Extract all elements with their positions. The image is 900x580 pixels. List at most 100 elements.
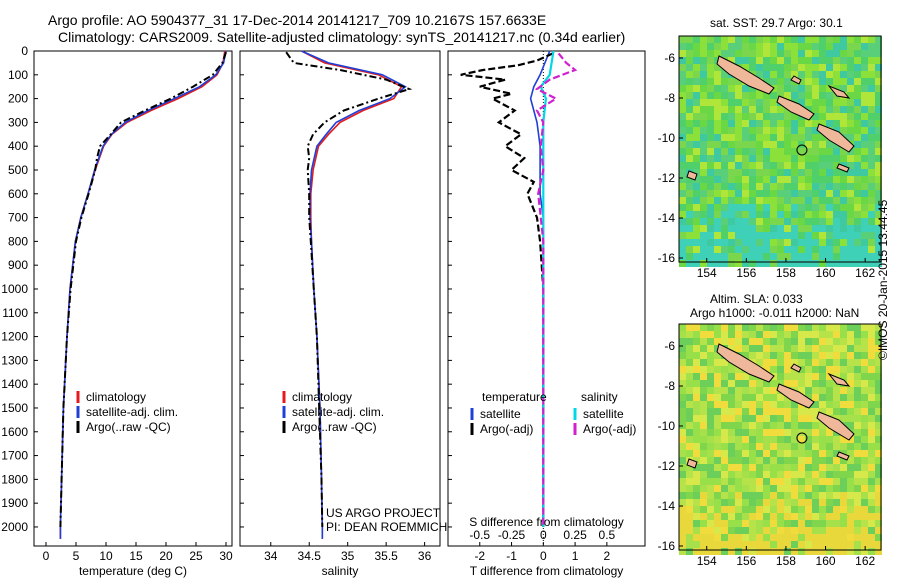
map-cell <box>756 394 763 401</box>
map-cell <box>784 155 791 162</box>
map-cell <box>735 85 742 92</box>
map-cell <box>812 450 819 457</box>
map-cell <box>840 520 847 527</box>
map-cell <box>763 204 770 211</box>
map-cell <box>756 204 763 211</box>
map-cell <box>686 148 693 155</box>
map-cell <box>721 422 728 429</box>
map-cell <box>756 422 763 429</box>
map-cell <box>735 92 742 99</box>
map-cell <box>791 499 798 506</box>
map-cell <box>707 338 714 345</box>
map-cell <box>833 485 840 492</box>
map-cell <box>819 513 826 520</box>
map-cell <box>763 134 770 141</box>
map-cell <box>819 380 826 387</box>
map-cell <box>749 471 756 478</box>
y-tick-label: 100 <box>8 68 28 82</box>
map-cell <box>714 534 721 541</box>
map-cell <box>686 506 693 513</box>
map-cell <box>791 134 798 141</box>
map-cell <box>679 36 686 43</box>
map-cell <box>847 373 854 380</box>
map-cell <box>826 92 833 99</box>
map-cell <box>700 464 707 471</box>
map-cell <box>826 457 833 464</box>
map-cell <box>700 197 707 204</box>
map-cell <box>707 387 714 394</box>
map-cell <box>700 162 707 169</box>
map-cell <box>749 50 756 57</box>
legend-label: climatology <box>86 390 146 404</box>
map-cell <box>728 366 735 373</box>
map-cell <box>847 134 854 141</box>
map-cell <box>847 464 854 471</box>
map-cell <box>714 134 721 141</box>
map-cell <box>763 141 770 148</box>
map-cell <box>861 120 868 127</box>
map-cell <box>868 50 875 57</box>
map-cell <box>847 204 854 211</box>
map-cell <box>861 506 868 513</box>
map-cell <box>861 387 868 394</box>
map-cell <box>742 225 749 232</box>
map-cell <box>868 408 875 415</box>
map-cell <box>728 99 735 106</box>
map-cell <box>861 43 868 50</box>
map-cell <box>770 429 777 436</box>
map-cell <box>819 183 826 190</box>
map-cell <box>735 331 742 338</box>
map-cell <box>784 548 791 555</box>
map-cell <box>854 534 861 541</box>
map-cell <box>777 457 784 464</box>
map-cell <box>840 394 847 401</box>
map-cell <box>805 408 812 415</box>
map-cell <box>798 415 805 422</box>
map-cell <box>798 127 805 134</box>
map-cell <box>833 169 840 176</box>
map-cell <box>707 541 714 548</box>
map-cell <box>686 408 693 415</box>
map-cell <box>805 225 812 232</box>
map-cell <box>784 169 791 176</box>
map-cell <box>784 85 791 92</box>
map-cell <box>833 253 840 260</box>
map-cell <box>791 485 798 492</box>
map-cell <box>826 408 833 415</box>
map-sla: 154 156 158 160 162-6-8-10-12-14-16 <box>658 323 882 568</box>
map-cell <box>854 450 861 457</box>
map-cell <box>721 506 728 513</box>
island-3 <box>827 84 851 99</box>
map-cell <box>714 338 721 345</box>
map-cell <box>770 436 777 443</box>
map-cell <box>861 401 868 408</box>
map-cell <box>812 232 819 239</box>
map-cell <box>770 260 777 267</box>
map-cell <box>756 176 763 183</box>
map-cell <box>826 148 833 155</box>
map-cell <box>784 113 791 120</box>
map-cell <box>875 366 882 373</box>
map-cell <box>728 499 735 506</box>
map-cell <box>679 394 686 401</box>
map-cell <box>854 436 861 443</box>
map-cell <box>826 492 833 499</box>
map-cell <box>693 71 700 78</box>
map-cell <box>840 443 847 450</box>
map-cell <box>875 464 882 471</box>
map-cell <box>805 436 812 443</box>
map-cell <box>805 345 812 352</box>
map-cell <box>777 141 784 148</box>
map-cell <box>861 71 868 78</box>
map-cell <box>875 57 882 64</box>
map-cell <box>728 190 735 197</box>
map-cell <box>714 422 721 429</box>
map-cell <box>791 183 798 190</box>
map-cell <box>700 457 707 464</box>
map-cell <box>728 155 735 162</box>
map-cell <box>812 513 819 520</box>
x-tick-label: 30 <box>219 549 233 563</box>
map-cell <box>714 527 721 534</box>
map-cell <box>700 85 707 92</box>
map-cell <box>700 541 707 548</box>
